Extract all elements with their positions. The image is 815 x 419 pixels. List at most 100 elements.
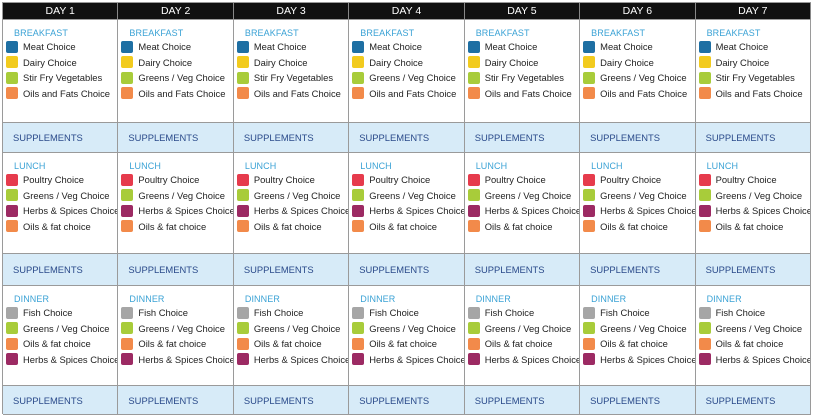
meal-cell-lunch-day-3: LUNCH Poultry Choice Greens / Veg Choice He… [233, 153, 350, 254]
meal-title: DINNER [129, 294, 165, 304]
food-item-label: Greens / Veg Choice [23, 322, 110, 334]
poultry-color-swatch-icon [121, 173, 134, 186]
oils-color-swatch-icon [6, 337, 18, 350]
food-item-label: Herbs & Spices Choices [484, 353, 581, 365]
fish-color-swatch-icon [121, 306, 134, 319]
supplements-cell: SUPPLEMENTS [118, 123, 234, 153]
dairy-color-swatch-icon [467, 56, 480, 69]
food-item-label: Meat Choice [23, 41, 76, 53]
food-item: Oils & fat choice [698, 336, 810, 352]
food-item: Fish Choice [698, 305, 810, 321]
meal-title: DINNER [14, 294, 50, 304]
herbs-color-swatch-icon [467, 204, 480, 217]
food-item: Oils & fat choice [6, 219, 117, 235]
food-item: Herbs & Spices Choices [583, 203, 695, 219]
food-item-label: Oils & fat choice [715, 338, 784, 350]
meal-title: BREAKFAST [475, 28, 530, 38]
food-item-label: Fish Choice [369, 307, 419, 319]
food-item-label: Herbs & Spices Choices [715, 353, 811, 365]
vegetables-color-swatch-icon [121, 322, 134, 335]
food-item-label: Meat Choice [138, 41, 192, 53]
supplements-cell: SUPPLEMENTS [118, 254, 234, 286]
supplements-cell: SUPPLEMENTS [464, 254, 581, 286]
food-item-label: Oils and Fats Choice [138, 87, 226, 99]
meal-cell-dinner-day-5: DINNER Fish Choice Greens / Veg Choice Oils… [464, 286, 581, 386]
meat-color-swatch-icon [236, 40, 249, 53]
food-item: Greens / Veg Choice [236, 321, 348, 337]
food-item-label: Greens / Veg Choice [138, 322, 225, 334]
food-item: Herbs & Spices Choices [236, 352, 348, 368]
food-item-label: Greens / Veg Choice [484, 189, 572, 201]
herbs-color-swatch-icon [236, 353, 249, 366]
meal-cell-lunch-day-5: LUNCH Poultry Choice Greens / Veg Choice He… [464, 153, 581, 254]
poultry-color-swatch-icon [583, 173, 596, 186]
herbs-color-swatch-icon [6, 204, 18, 217]
vegetables-color-swatch-icon [583, 322, 596, 335]
vegetables-color-swatch-icon [583, 189, 596, 202]
food-item-label: Poultry Choice [369, 174, 431, 186]
food-item: Fish Choice [467, 305, 579, 321]
meal-title: LUNCH [14, 161, 46, 171]
food-item: Meat Choice [467, 39, 579, 55]
food-item-label: Dairy Choice [715, 56, 770, 68]
meal-cell-lunch-day-7: LUNCH Poultry Choice Greens / Veg Choice He… [695, 153, 811, 254]
food-item: Fish Choice [352, 305, 463, 321]
poultry-color-swatch-icon [698, 173, 711, 186]
oils-color-swatch-icon [236, 87, 249, 100]
food-item: Stir Fry Vegetables [467, 70, 579, 86]
food-item: Herbs & Spices Choices [6, 352, 117, 368]
food-item: Meat Choice [698, 39, 810, 55]
meal-cell-dinner-day-1: DINNER Fish Choice Greens / Veg Choice Oils… [3, 286, 119, 386]
food-item-label: Oils & fat choice [138, 220, 207, 232]
vegetables-color-swatch-icon [236, 71, 249, 84]
vegetables-color-swatch-icon [467, 71, 480, 84]
food-item: Oils & fat choice [121, 336, 232, 352]
meal-cell-breakfast-day-1: BREAKFAST Meat Choice Dairy Choice Stir Fry… [3, 20, 119, 123]
day-header: DAY 3 [233, 3, 350, 20]
dairy-color-swatch-icon [236, 56, 249, 69]
meal-title: DINNER [244, 294, 280, 304]
poultry-color-swatch-icon [352, 173, 365, 186]
food-item: Dairy Choice [121, 55, 232, 71]
food-item-label: Fish Choice [600, 307, 650, 319]
oils-color-swatch-icon [352, 87, 365, 100]
food-item-label: Greens / Veg Choice [369, 322, 456, 334]
food-item-label: Poultry Choice [138, 174, 200, 186]
food-item-label: Herbs & Spices Choices [369, 353, 465, 365]
food-item: Herbs & Spices Choices [583, 352, 695, 368]
meal-title: LUNCH [129, 161, 161, 171]
oils-color-swatch-icon [121, 87, 134, 100]
food-item: Stir Fry Vegetables [236, 70, 348, 86]
food-item: Poultry Choice [698, 172, 810, 188]
food-item: Oils & fat choice [583, 336, 694, 352]
meal-cell-breakfast-day-2: BREAKFAST Meat Choice Dairy Choice Greens /… [118, 20, 234, 123]
supplements-cell: SUPPLEMENTS [349, 123, 465, 153]
fish-color-swatch-icon [236, 306, 249, 319]
meal-cell-dinner-day-6: DINNER Fish Choice Greens / Veg Choice Oils… [580, 286, 696, 386]
supplements-cell: SUPPLEMENTS [233, 386, 350, 415]
food-item: Herbs & Spices Choices [698, 203, 811, 219]
food-item: Oils & fat choice [698, 219, 810, 235]
food-item-label: Oils and Fats Choice [484, 87, 572, 99]
food-item: Oils and Fats Choice [698, 86, 810, 102]
food-item: Poultry Choice [583, 172, 694, 188]
food-item-label: Dairy Choice [600, 56, 654, 68]
oils-color-swatch-icon [698, 337, 711, 350]
food-item: Herbs & Spices Choices [467, 352, 581, 368]
meal-cell-dinner-day-2: DINNER Fish Choice Greens / Veg Choice Oils… [118, 286, 234, 386]
meal-title: BREAKFAST [14, 28, 68, 38]
food-item-label: Oils and Fats Choice [23, 87, 111, 99]
dairy-color-swatch-icon [6, 56, 18, 69]
supplements-cell: SUPPLEMENTS [580, 254, 696, 286]
food-item: Stir Fry Vegetables [6, 70, 117, 86]
food-item: Greens / Veg Choice [352, 70, 463, 86]
vegetables-color-swatch-icon [6, 322, 18, 335]
supplements-cell: SUPPLEMENTS [695, 123, 811, 153]
food-item-label: Stir Fry Vegetables [253, 72, 334, 84]
food-item-label: Oils & fat choice [715, 220, 784, 232]
supplements-cell: SUPPLEMENTS [3, 123, 119, 153]
food-item: Oils and Fats Choice [352, 86, 463, 102]
vegetables-color-swatch-icon [698, 189, 711, 202]
food-item-label: Herbs & Spices Choices [715, 205, 811, 217]
oils-color-swatch-icon [352, 337, 365, 350]
